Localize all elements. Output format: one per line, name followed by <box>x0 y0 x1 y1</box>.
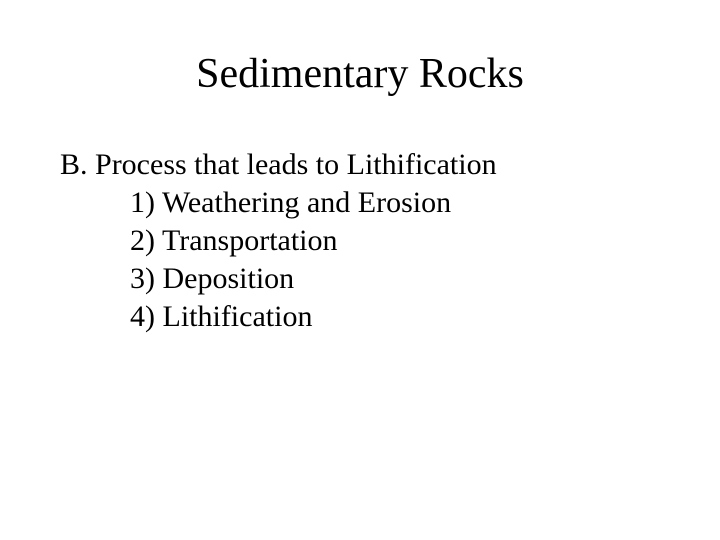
section-heading: B. Process that leads to Lithification <box>60 148 660 182</box>
list-item: 1) Weathering and Erosion <box>130 186 660 220</box>
list-item: 3) Deposition <box>130 262 660 296</box>
slide-title: Sedimentary Rocks <box>60 50 660 98</box>
slide-container: Sedimentary Rocks B. Process that leads … <box>0 0 720 540</box>
list-item: 4) Lithification <box>130 300 660 334</box>
list-item: 2) Transportation <box>130 224 660 258</box>
